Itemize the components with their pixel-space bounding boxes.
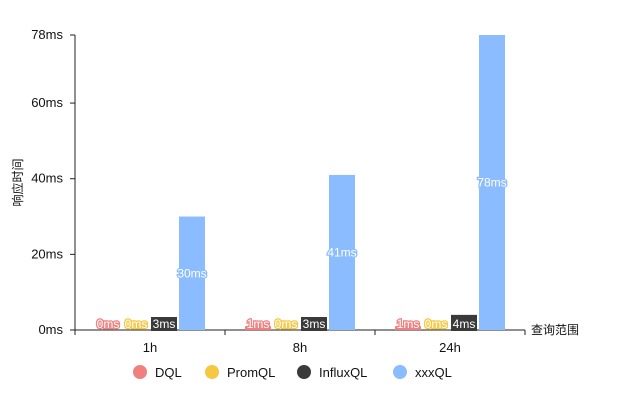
data-label-dql-24h: 1ms (397, 317, 420, 331)
x-tick-label: 8h (293, 340, 307, 355)
y-tick-label: 78ms (31, 27, 63, 42)
bar-dql-24h (395, 326, 421, 330)
data-label-xxxql-1h: 30ms (177, 266, 206, 280)
data-label-promql-24h: 0ms (425, 317, 448, 331)
data-label-influxql-24h: 4ms (453, 317, 476, 331)
data-label-influxql-8h: 3ms (303, 317, 326, 331)
data-label-dql-8h: 1ms (247, 317, 270, 331)
legend-label: InfluxQL (319, 365, 367, 380)
legend-swatch (297, 365, 311, 379)
data-label-bg (451, 317, 477, 331)
y-tick-label: 20ms (31, 246, 63, 261)
data-label-bg (151, 317, 177, 331)
x-tick-label: 1h (143, 340, 157, 355)
x-axis: 1h 8h 24h (74, 329, 526, 355)
y-tick-label: 0ms (38, 322, 63, 337)
bar-xxxql-1h (179, 216, 205, 330)
data-label-promql-1h: 0ms (125, 317, 148, 331)
y-tick-label: 60ms (31, 95, 63, 110)
x-axis-title: 查询范围 (531, 323, 579, 337)
y-tick-label: 40ms (31, 171, 63, 186)
data-label-xxxql-24h: 78ms (477, 176, 506, 190)
legend-swatch (205, 365, 219, 379)
x-tick-label: 24h (439, 340, 461, 355)
legend-label: PromQL (227, 365, 275, 380)
legend-item-promql: PromQL (205, 365, 275, 380)
legend-swatch (393, 365, 407, 379)
legend-label: DQL (155, 365, 182, 380)
data-label-dql-1h: 0ms (97, 317, 120, 331)
y-axis: 0ms 20ms 40ms 60ms 78ms (31, 27, 76, 337)
bar-xxxql-8h (329, 174, 355, 330)
bar-dql-8h (245, 326, 271, 330)
data-label-influxql-1h: 3ms (153, 317, 176, 331)
bar-xxxql-24h (479, 35, 505, 330)
y-axis-title: 响应时间 (10, 158, 25, 206)
legend: DQL PromQL InfluxQL xxxQL (133, 365, 452, 380)
legend-label: xxxQL (415, 365, 452, 380)
data-labels: 0ms 1ms 1ms 0ms 0ms 0ms 3ms 3ms 4ms 30ms 41ms 78ms (95, 174, 508, 332)
data-label-xxxql-8h: 41ms (327, 245, 356, 259)
data-label-bg (301, 317, 327, 331)
legend-swatch (133, 365, 147, 379)
legend-item-influxql: InfluxQL (297, 365, 367, 380)
bars (151, 35, 505, 330)
data-label-promql-8h: 0ms (275, 317, 298, 331)
legend-item-dql: DQL (133, 365, 182, 380)
legend-item-xxxql: xxxQL (393, 365, 452, 380)
